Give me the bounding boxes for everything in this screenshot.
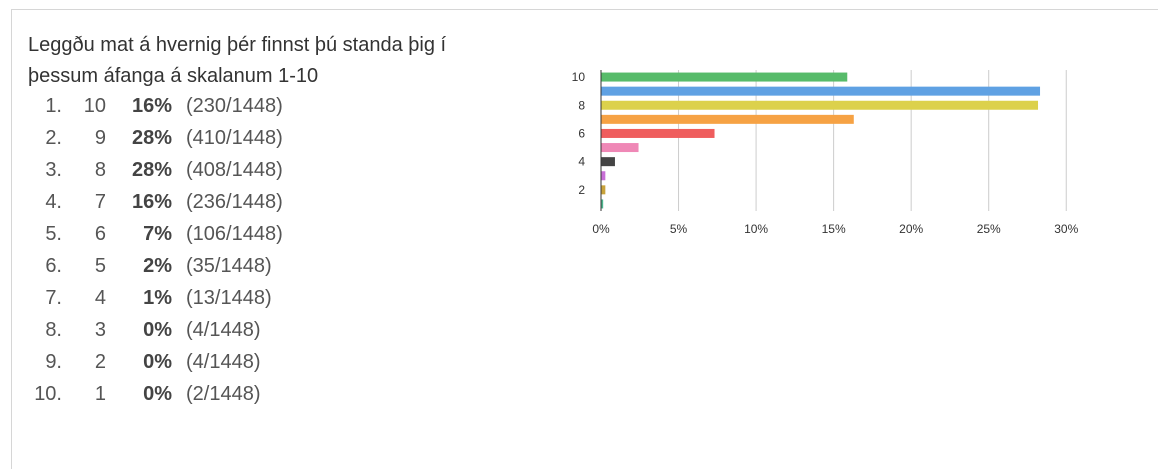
result-index: 1. xyxy=(28,90,62,122)
result-count: (4/1448) xyxy=(186,314,261,346)
result-label: 1 xyxy=(82,378,106,410)
result-index: 8. xyxy=(28,314,62,346)
result-count: (106/1448) xyxy=(186,218,283,250)
result-label: 6 xyxy=(82,218,106,250)
result-percent: 16% xyxy=(114,186,172,218)
result-index: 9. xyxy=(28,346,62,378)
result-index: 3. xyxy=(28,154,62,186)
result-percent: 28% xyxy=(114,154,172,186)
x-tick-label: 25% xyxy=(977,222,1001,236)
result-count: (408/1448) xyxy=(186,154,283,186)
bar-10 xyxy=(601,73,847,82)
result-count: (35/1448) xyxy=(186,250,272,282)
question-title: Leggðu mat á hvernig þér finnst þú stand… xyxy=(28,30,508,92)
result-count: (4/1448) xyxy=(186,346,261,378)
result-percent: 16% xyxy=(114,90,172,122)
result-percent: 7% xyxy=(114,218,172,250)
bar-2 xyxy=(601,185,605,194)
result-index: 6. xyxy=(28,250,62,282)
result-label: 9 xyxy=(82,122,106,154)
bar-9 xyxy=(601,87,1040,96)
x-tick-label: 0% xyxy=(592,222,610,236)
bar-4 xyxy=(601,157,615,166)
result-label: 3 xyxy=(82,314,106,346)
bar-7 xyxy=(601,115,854,124)
result-label: 4 xyxy=(82,282,106,314)
bar-chart: 10 8 6 4 2 0% 5% 10% 15% 20% 25% 30% xyxy=(560,60,1100,250)
x-tick-label: 10% xyxy=(744,222,768,236)
result-index: 7. xyxy=(28,282,62,314)
y-tick-label: 8 xyxy=(578,98,585,112)
result-percent: 28% xyxy=(114,122,172,154)
result-count: (236/1448) xyxy=(186,186,283,218)
result-label: 10 xyxy=(82,90,106,122)
bar-6 xyxy=(601,129,715,138)
result-count: (2/1448) xyxy=(186,378,261,410)
result-index: 4. xyxy=(28,186,62,218)
result-label: 8 xyxy=(82,154,106,186)
result-percent: 2% xyxy=(114,250,172,282)
result-count: (13/1448) xyxy=(186,282,272,314)
result-percent: 0% xyxy=(114,378,172,410)
result-count: (410/1448) xyxy=(186,122,283,154)
result-percent: 0% xyxy=(114,314,172,346)
x-tick-label: 15% xyxy=(822,222,846,236)
x-tick-label: 20% xyxy=(899,222,923,236)
bar-8 xyxy=(601,101,1038,110)
x-tick-label: 5% xyxy=(670,222,688,236)
bar-3 xyxy=(601,171,605,180)
bar-5 xyxy=(601,143,639,152)
y-tick-label: 10 xyxy=(572,70,586,84)
result-percent: 1% xyxy=(114,282,172,314)
result-label: 5 xyxy=(82,250,106,282)
x-tick-label: 30% xyxy=(1054,222,1078,236)
result-index: 5. xyxy=(28,218,62,250)
result-index: 2. xyxy=(28,122,62,154)
result-count: (230/1448) xyxy=(186,90,283,122)
result-label: 7 xyxy=(82,186,106,218)
y-tick-label: 4 xyxy=(578,155,585,169)
result-percent: 0% xyxy=(114,346,172,378)
y-tick-label: 6 xyxy=(578,126,585,140)
result-label: 2 xyxy=(82,346,106,378)
y-tick-label: 2 xyxy=(578,183,585,197)
result-index: 10. xyxy=(28,378,62,410)
